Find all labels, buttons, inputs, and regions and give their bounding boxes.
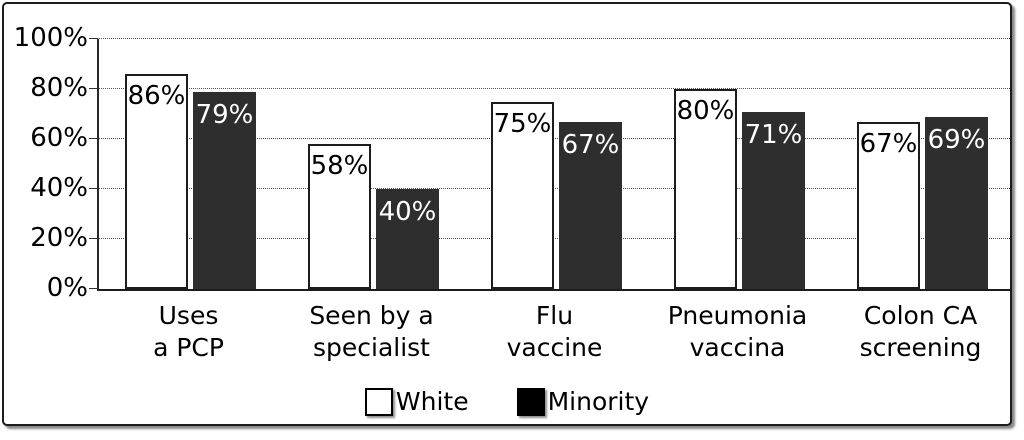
y-axis-label: 20% [30, 223, 88, 253]
category-label-4: Colon CA screening [829, 300, 1012, 364]
gridline [99, 238, 1010, 239]
legend-item-minority: Minority [516, 387, 650, 416]
category-label-1: Seen by a specialist [280, 300, 463, 364]
y-tick-mark [89, 88, 97, 89]
bar-minority-1: 40% [376, 189, 439, 289]
category-label-line: specialist [312, 333, 430, 362]
bar-value-label: 80% [676, 96, 735, 126]
legend-swatch-white [364, 387, 393, 416]
bar-white-1: 58% [308, 144, 371, 289]
bar-white-4: 67% [857, 121, 920, 289]
gridline [99, 88, 1010, 89]
bar-value-label: 75% [493, 108, 552, 139]
legend-label: Minority [547, 387, 650, 416]
category-label-line: Pneumonia [667, 301, 808, 330]
y-tick-mark [89, 238, 97, 239]
bar-white-2: 75% [491, 101, 554, 289]
bar-group-2: 75% 67% [465, 39, 648, 289]
plot-area: 86% 79% 58% 40% 75% 67% 80% 71% 67% 69% [89, 38, 1010, 291]
category-label-line: Colon CA [863, 301, 978, 330]
bar-value-label: 69% [927, 124, 986, 155]
gridline [99, 188, 1010, 189]
y-tick-mark [89, 38, 97, 39]
bar-minority-0: 79% [193, 91, 256, 289]
category-label-line: screening [859, 333, 982, 362]
bar-value-label: 40% [378, 197, 437, 227]
category-label-line: a PCP [153, 333, 224, 362]
legend-item-white: White [364, 387, 469, 416]
bar-group-3: 80% 71% [648, 39, 831, 289]
legend-label: White [395, 387, 469, 416]
y-axis-label: 60% [30, 123, 88, 153]
chart-frame: 86% 79% 58% 40% 75% 67% 80% 71% 67% 69% 0% 20% 40% 6… [2, 2, 1012, 426]
y-tick-mark [89, 188, 97, 189]
y-axis-label: 100% [13, 23, 88, 53]
bar-value-label: 67% [561, 129, 620, 160]
y-tick-mark [89, 288, 97, 289]
bar-value-label: 67% [859, 128, 918, 159]
category-label-2: Flu vaccine [463, 300, 646, 364]
legend-swatch-minority [516, 387, 545, 416]
category-label-0: Uses a PCP [97, 300, 280, 364]
bar-white-0: 86% [125, 74, 188, 289]
bar-group-0: 86% 79% [99, 39, 282, 289]
bar-minority-4: 69% [925, 116, 988, 289]
y-axis-label: 80% [30, 73, 88, 103]
category-label-line: vaccine [506, 333, 603, 362]
category-label-line: vaccina [689, 333, 786, 362]
y-axis-label: 0% [46, 273, 88, 303]
bar-white-3: 80% [674, 89, 737, 289]
category-label-line: Seen by a [309, 301, 434, 330]
bar-value-label: 71% [744, 119, 803, 150]
bar-value-label: 79% [195, 99, 254, 130]
bar-value-label: 86% [127, 81, 186, 111]
legend: White Minority [4, 387, 1010, 416]
bar-group-1: 58% 40% [282, 39, 465, 289]
category-label-line: Uses [158, 301, 219, 330]
bar-minority-3: 71% [742, 111, 805, 289]
bar-group-4: 67% 69% [831, 39, 1014, 289]
y-axis-label: 40% [30, 173, 88, 203]
bar-minority-2: 67% [559, 121, 622, 289]
bar-value-label: 58% [310, 151, 369, 181]
gridline [99, 138, 1010, 139]
category-label-line: Flu [535, 301, 574, 330]
y-tick-mark [89, 138, 97, 139]
category-label-3: Pneumonia vaccina [646, 300, 829, 364]
